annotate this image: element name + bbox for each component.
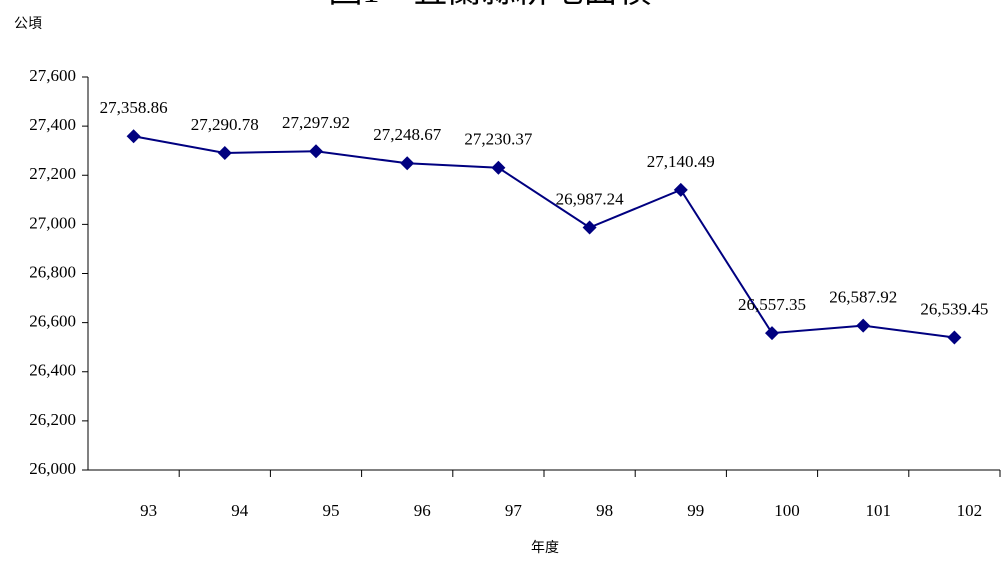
chart-title: 圖1 宜蘭縣耕地面積 (329, 0, 652, 10)
y-axis-label: 公頃 (14, 16, 42, 32)
marker (309, 144, 323, 159)
marker (217, 145, 232, 160)
marker (582, 220, 597, 235)
x-tick-label: 102 (957, 501, 983, 520)
x-tick-label: 97 (505, 501, 523, 520)
x-tick-label: 95 (323, 501, 340, 520)
marker (856, 318, 871, 333)
line (133, 135, 955, 339)
marker (491, 160, 506, 175)
x-tick-label: 93 (140, 501, 157, 520)
x-tick-label: 96 (414, 501, 431, 520)
data-label: 27,230.37 (464, 130, 533, 149)
marker (400, 156, 415, 171)
y-tick-label: 26,400 (29, 361, 76, 380)
y-tick-label: 26,800 (29, 262, 76, 281)
x-tick-label: 94 (231, 501, 249, 520)
y-tick-label: 26,000 (29, 459, 76, 478)
x-tick-label: 101 (865, 501, 891, 520)
data-label: 27,248.67 (373, 125, 442, 144)
marker (765, 326, 779, 341)
x-axis-label: 年度 (531, 540, 559, 556)
y-tick-label: 26,600 (29, 312, 76, 331)
y-tick-label: 27,400 (29, 115, 76, 134)
y-tick-label: 26,200 (29, 410, 76, 429)
y-tick-label: 27,600 (29, 66, 76, 85)
x-tick-label: 98 (596, 501, 613, 520)
y-tick-label: 27,000 (29, 213, 76, 232)
data-label: 26,539.45 (920, 299, 988, 318)
y-tick-label: 27,200 (29, 164, 76, 183)
data-label: 26,587.92 (829, 287, 897, 306)
marker (673, 182, 688, 197)
marker (947, 330, 962, 345)
x-tick-label: 99 (687, 501, 704, 520)
data-label: 27,297.92 (282, 113, 350, 132)
marker (126, 129, 141, 144)
data-label: 26,987.24 (556, 189, 625, 208)
x-tick-label: 100 (774, 501, 800, 520)
data-label: 27,358.86 (100, 98, 168, 117)
data-label: 27,140.49 (647, 152, 715, 171)
data-label: 26,557.35 (738, 295, 806, 314)
data-label: 27,290.78 (191, 115, 259, 134)
